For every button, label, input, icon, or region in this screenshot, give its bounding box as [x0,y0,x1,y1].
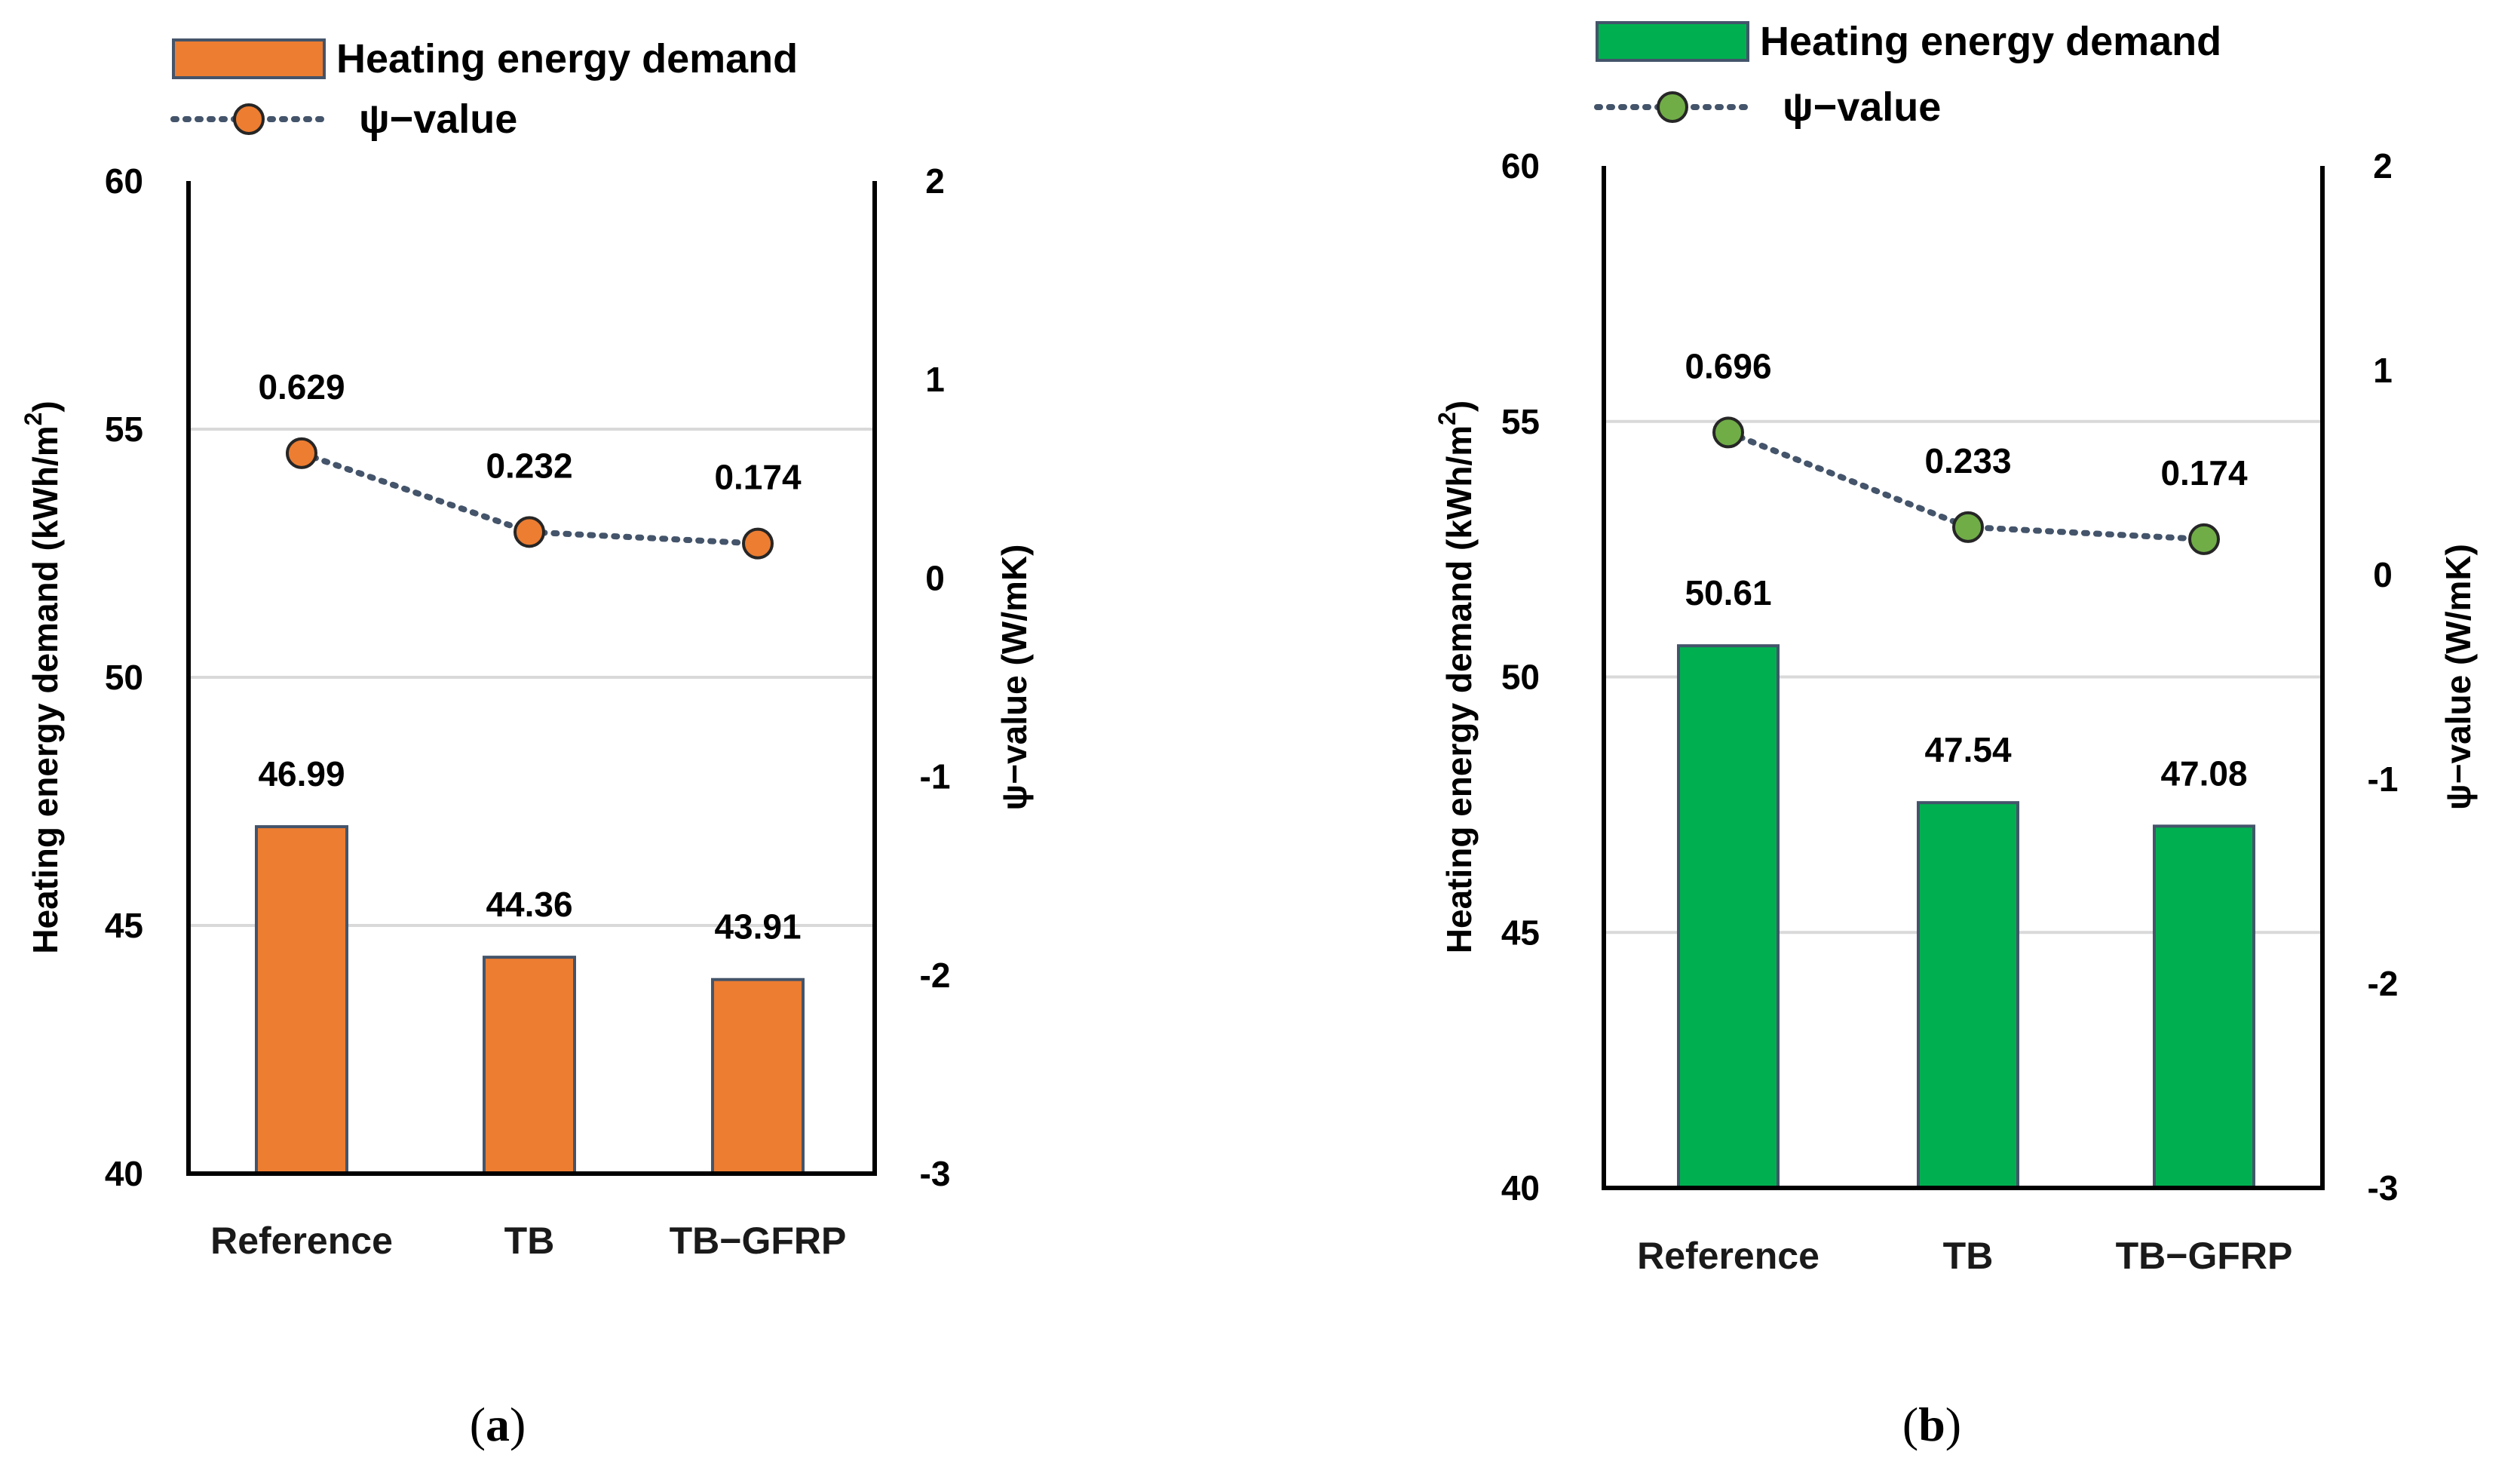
psi-data-label: 0.696 [1685,346,1771,385]
bar-data-label: 47.08 [2160,753,2247,793]
y2-tick-label: 2 [925,161,945,201]
psi-value-marker [1712,416,1744,449]
y-tick-label: 45 [105,906,143,945]
psi-data-label: 0.629 [258,367,345,407]
x-tick-label: Reference [210,1220,393,1262]
y-axis-title: Heating energy demand (kWh/m2) [1433,401,1479,953]
y-axis-title: Heating energy demand (kWh/m2) [20,401,65,953]
x-tick-label: TB [504,1220,555,1262]
x-tick-label: Reference [1637,1235,1819,1277]
chart-panel-b: 50.61 47.54 47.08 0.696 0.233 0.174 40 45 50 55 60… [1433,19,2478,1451]
bar-data-label: 50.61 [1685,573,1771,612]
legend-marker-swatch [1657,91,1688,123]
legend-line-label: ψ−value [359,97,517,142]
caption-close: ) [1945,1398,1961,1451]
y2-tick-label: -1 [920,757,951,796]
y-tick-label: 40 [1501,1168,1540,1208]
y-tick-label: 40 [105,1154,143,1193]
caption-letter: a [486,1398,510,1451]
psi-value-marker [2188,523,2220,555]
x-tick-label: TB−GFRP [2116,1235,2293,1277]
y2-axis-title: ψ−value (W/mK) [995,545,1034,811]
y2-tick-label: -3 [920,1154,951,1193]
psi-data-label: 0.174 [714,458,802,497]
x-tick-label: TB [1943,1235,1994,1277]
y-tick-label: 60 [1501,146,1540,186]
psi-data-label: 0.233 [1924,441,2011,480]
y2-tick-label: 2 [2373,146,2393,186]
caption-open: ( [1902,1398,1918,1451]
psi-value-marker [1952,511,1984,543]
bar-data-label: 46.99 [258,754,345,793]
psi-value-marker [286,437,317,469]
bar [483,956,576,1176]
bar [2153,824,2255,1189]
y-axis-title-close: ) [26,401,65,412]
y-axis-title-close: ) [1439,401,1479,412]
y2-tick-label: 0 [2373,555,2393,594]
y-tick-label: 50 [105,658,143,697]
caption-open: ( [470,1398,486,1451]
legend-bar-label: Heating energy demand [336,36,798,81]
legend-marker-swatch [233,103,265,135]
caption-close: ) [510,1398,526,1451]
y-tick-label: 50 [1501,658,1540,697]
y-axis-title-superscript: 2 [1433,412,1461,425]
bar-data-label: 47.54 [1924,730,2012,769]
y-tick-label: 55 [105,410,143,449]
legend-bar-label: Heating energy demand [1760,19,2221,64]
chart-panel-a: 46.99 44.36 43.91 0.629 0.232 0.174 40 45 50 55 60… [20,36,1034,1451]
y-axis-title-superscript: 2 [20,413,47,426]
bar-data-label: 44.36 [486,885,572,924]
legend-bar-swatch [1596,21,1749,62]
legend: Heating energy demand ψ−value [1594,19,2221,130]
bar [1677,644,1780,1189]
legend-line-label: ψ−value [1783,84,1941,130]
y2-tick-label: 0 [925,558,945,597]
bar [255,825,348,1175]
panel-caption: (a) [470,1398,526,1451]
y-tick-label: 45 [1501,913,1540,952]
y2-tick-label: -3 [2368,1168,2399,1208]
caption-letter: b [1918,1398,1945,1451]
bar [711,977,805,1176]
legend: Heating energy demand ψ−value [170,36,798,142]
legend-bar-swatch [172,38,326,79]
y-tick-label: 60 [105,161,143,201]
bar-data-label: 43.91 [714,907,801,947]
x-tick-label: TB−GFRP [670,1220,847,1262]
y-axis-title-text: Heating energy demand (kWh/m [1439,425,1479,953]
y2-axis-title: ψ−value (W/mK) [2439,544,2478,810]
psi-data-label: 0.232 [486,446,572,485]
y2-tick-label: 1 [925,360,945,399]
psi-data-label: 0.174 [2160,453,2248,493]
y2-tick-label: -1 [2368,760,2399,799]
y-tick-label: 55 [1501,402,1540,441]
y2-tick-label: 1 [2373,351,2393,390]
psi-value-marker [514,516,545,548]
y-axis-title-text: Heating energy demand (kWh/m [26,425,65,953]
y2-tick-label: -2 [920,956,951,995]
bar [1917,801,2019,1190]
psi-value-marker [742,527,774,560]
y2-tick-label: -2 [2368,964,2399,1003]
panel-caption: (b) [1902,1398,1961,1451]
